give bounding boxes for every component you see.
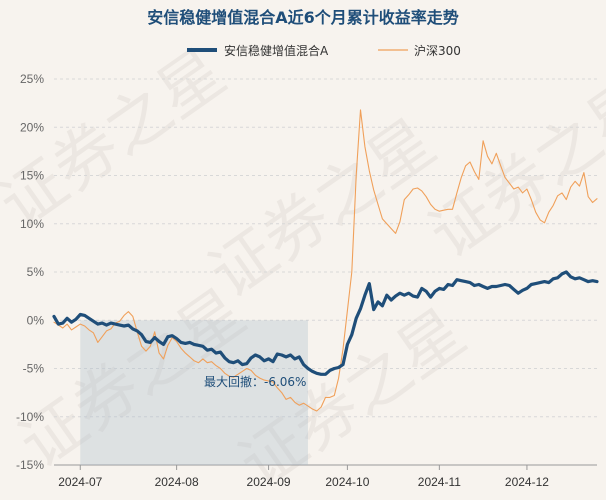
- grid: [54, 78, 597, 466]
- x-tick-label: 2024-08: [155, 475, 199, 489]
- watermark-text: 证券之星: [197, 106, 449, 313]
- y-axis: 25% 20% 15% 10% 5% 0% -5% -10% -15%: [16, 72, 44, 472]
- y-tick-label: -10%: [16, 410, 44, 424]
- chart-title: 安信稳健增值混合A近6个月累计收益率走势: [147, 8, 459, 27]
- watermark-text: 证券之星: [0, 36, 239, 243]
- watermark-text: 证券之星: [417, 66, 606, 273]
- x-axis: 2024-07 2024-08 2024-09 2024-10 2024-11 2024-…: [58, 465, 549, 489]
- x-tick-label: 2024-11: [418, 475, 461, 489]
- drawdown-shade: [80, 320, 308, 465]
- y-tick-label: 5%: [27, 265, 45, 279]
- legend: 安信稳健增值混合A 沪深300: [187, 43, 461, 58]
- legend-label-index: 沪深300: [414, 44, 461, 58]
- series-line-fund: [52, 270, 599, 376]
- y-tick-label: 20%: [20, 120, 44, 134]
- series-lines: [52, 109, 599, 412]
- x-tick-label: 2024-07: [58, 475, 102, 489]
- x-tick-label: 2024-10: [325, 475, 369, 489]
- max-drawdown-label: 最大回撤：-6.06%: [204, 374, 306, 389]
- legend-label-fund: 安信稳健增值混合A: [224, 43, 329, 58]
- y-tick-label: 15%: [20, 169, 44, 183]
- x-tick-label: 2024-09: [247, 475, 291, 489]
- x-tick-label: 2024-12: [505, 475, 549, 489]
- y-tick-label: -5%: [23, 362, 45, 376]
- y-tick-label: 10%: [20, 217, 44, 231]
- y-tick-label: 25%: [20, 72, 44, 86]
- y-tick-label: -15%: [16, 458, 44, 472]
- series-line-index: [53, 109, 598, 412]
- y-tick-label: 0%: [27, 313, 45, 327]
